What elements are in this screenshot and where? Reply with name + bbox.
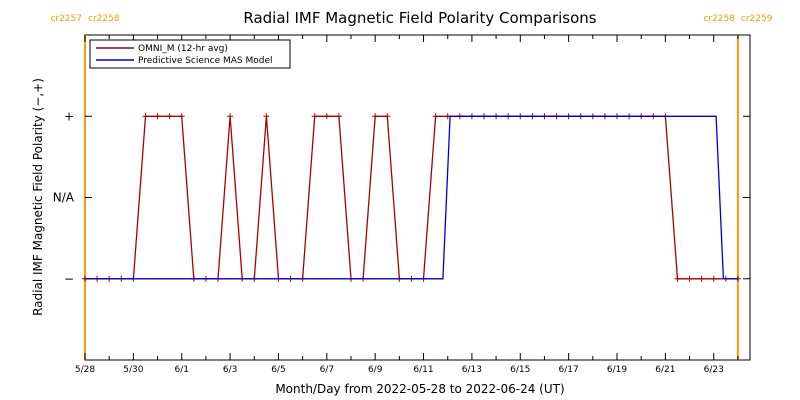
x-tick-label-5: 6/7 bbox=[320, 365, 334, 375]
series-0-point-7 bbox=[166, 113, 173, 120]
x-tick-label-7: 6/11 bbox=[413, 365, 433, 375]
x-tick-label-0: 5/28 bbox=[75, 365, 95, 375]
legend-label-omni: OMNI_M (12-hr avg) bbox=[138, 44, 228, 54]
y-tick-label-0: − bbox=[64, 272, 74, 286]
legend-label-mas: Predictive Science MAS Model bbox=[138, 56, 273, 66]
series-0-point-25 bbox=[384, 113, 391, 120]
series-line-1 bbox=[85, 115, 738, 280]
series-0-point-5 bbox=[142, 113, 149, 120]
legend: OMNI_M (12-hr avg) Predictive Science MA… bbox=[89, 39, 291, 69]
plot-frame bbox=[84, 34, 751, 361]
x-tick-label-12: 6/21 bbox=[655, 365, 675, 375]
series-0-point-29 bbox=[432, 113, 439, 120]
x-tick-label-1: 5/30 bbox=[123, 365, 143, 375]
y-axis-label: Radial IMF Magnetic Field Polarity (−,+) bbox=[31, 78, 45, 316]
carrington-label-left-0: cr2257 bbox=[50, 14, 82, 24]
series-0-point-49 bbox=[674, 275, 681, 282]
series-0-point-24 bbox=[372, 113, 379, 120]
y-tick-label-1: N/A bbox=[53, 191, 75, 205]
x-tick-label-8: 6/13 bbox=[462, 365, 482, 375]
series-0-point-19 bbox=[311, 113, 318, 120]
series-0-point-52 bbox=[710, 275, 717, 282]
x-tick-label-2: 6/1 bbox=[174, 365, 188, 375]
legend-box bbox=[89, 39, 291, 69]
carrington-label-right-0: cr2258 bbox=[88, 14, 120, 24]
series-0-point-51 bbox=[698, 275, 705, 282]
y-axis-ticks: − N/A + bbox=[53, 109, 750, 286]
carrington-label-right-1: cr2259 bbox=[741, 14, 773, 24]
series-layer bbox=[82, 113, 741, 282]
x-tick-label-9: 6/15 bbox=[510, 365, 530, 375]
x-axis-label: Month/Day from 2022-05-28 to 2022-06-24 … bbox=[275, 382, 564, 396]
x-tick-label-3: 6/3 bbox=[223, 365, 237, 375]
chart-title: Radial IMF Magnetic Field Polarity Compa… bbox=[243, 9, 596, 27]
y-tick-label-2: + bbox=[64, 109, 74, 123]
x-axis-ticks: 5/28 5/30 6/1 6/3 6/5 6/7 6/9 6/11 6/13 6/15 6/17 6… bbox=[75, 35, 739, 375]
series-0-point-12 bbox=[227, 113, 234, 120]
series-0-point-6 bbox=[154, 113, 161, 120]
x-tick-label-10: 6/17 bbox=[559, 365, 579, 375]
series-0-point-15 bbox=[263, 113, 270, 120]
x-tick-label-11: 6/19 bbox=[607, 365, 627, 375]
x-tick-label-4: 6/5 bbox=[271, 365, 285, 375]
series-0-point-21 bbox=[335, 113, 342, 120]
x-tick-label-6: 6/9 bbox=[368, 365, 383, 375]
series-0-point-20 bbox=[323, 113, 330, 120]
series-line-0 bbox=[85, 115, 738, 280]
carrington-label-left-1: cr2258 bbox=[703, 14, 735, 24]
series-0-point-8 bbox=[178, 113, 185, 120]
series-0-point-50 bbox=[686, 275, 693, 282]
x-tick-label-13: 6/23 bbox=[704, 365, 724, 375]
